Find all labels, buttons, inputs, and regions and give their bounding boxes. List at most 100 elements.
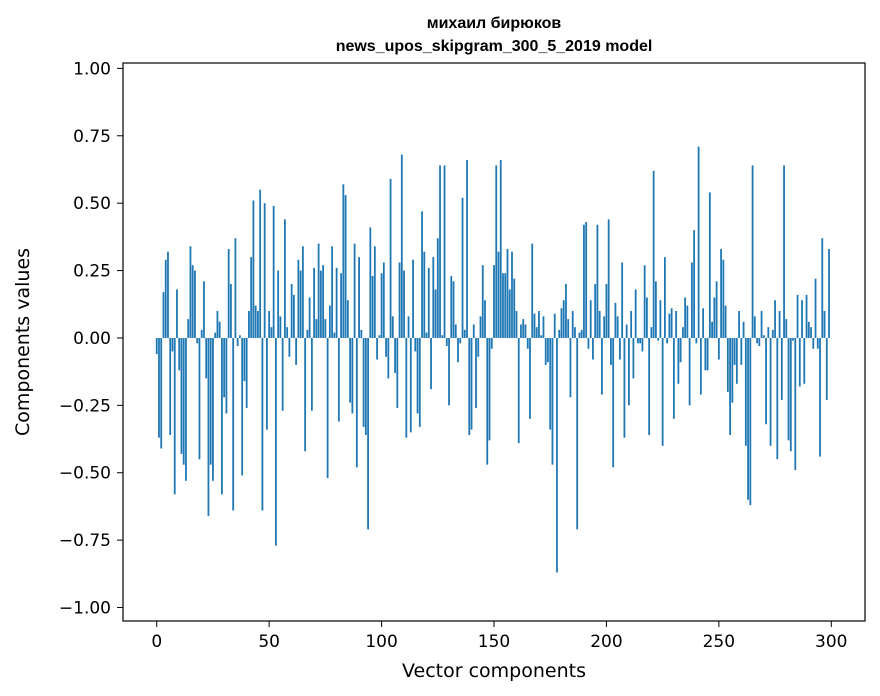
bar bbox=[742, 321, 745, 338]
bar bbox=[279, 316, 282, 338]
bar bbox=[760, 311, 763, 338]
bar bbox=[823, 311, 826, 338]
bar bbox=[176, 289, 178, 338]
bar bbox=[385, 337, 387, 357]
bar bbox=[794, 337, 797, 471]
bar bbox=[825, 337, 828, 400]
bar bbox=[801, 300, 803, 338]
bar bbox=[553, 313, 556, 338]
bar bbox=[306, 329, 309, 338]
bar bbox=[452, 281, 455, 338]
bar bbox=[167, 251, 169, 338]
x-tick-label: 100 bbox=[365, 632, 397, 652]
bar bbox=[531, 243, 534, 338]
bar bbox=[816, 337, 819, 349]
y-tick-label: −0.75 bbox=[59, 531, 111, 551]
y-tick-label: −0.25 bbox=[59, 396, 111, 416]
bar bbox=[218, 321, 221, 338]
bar bbox=[367, 337, 369, 530]
bar bbox=[371, 275, 374, 338]
bar bbox=[259, 189, 262, 338]
bar bbox=[592, 337, 594, 360]
bar bbox=[783, 165, 785, 338]
x-axis: 0 50 100 150 200 250 300 bbox=[151, 621, 847, 652]
bar bbox=[212, 337, 214, 481]
bar bbox=[180, 337, 183, 454]
bar bbox=[191, 265, 194, 338]
bar bbox=[373, 246, 376, 338]
x-tick-label: 50 bbox=[258, 632, 280, 652]
bar bbox=[322, 265, 325, 338]
bar bbox=[349, 337, 351, 403]
bar bbox=[796, 294, 799, 338]
x-tick-label: 0 bbox=[151, 632, 162, 652]
bar bbox=[344, 195, 347, 338]
chart-title-line-1: михаил бирюков bbox=[427, 15, 562, 32]
bar bbox=[468, 337, 471, 435]
bar bbox=[396, 337, 399, 409]
bar bbox=[663, 257, 666, 338]
bar bbox=[585, 222, 588, 338]
bar bbox=[729, 337, 731, 435]
bar bbox=[342, 184, 345, 338]
bar bbox=[821, 238, 824, 338]
bar bbox=[576, 337, 579, 530]
bar bbox=[828, 249, 830, 338]
bar bbox=[333, 332, 336, 338]
bar bbox=[623, 337, 626, 438]
bar bbox=[391, 316, 394, 338]
bar bbox=[769, 337, 772, 446]
bar bbox=[160, 337, 163, 449]
bar bbox=[807, 321, 810, 338]
bar bbox=[753, 316, 756, 338]
bar bbox=[567, 319, 570, 338]
bar bbox=[571, 311, 574, 338]
bar bbox=[380, 273, 383, 338]
bar bbox=[810, 327, 812, 338]
bar bbox=[744, 337, 747, 446]
bar bbox=[243, 337, 246, 382]
bar bbox=[677, 337, 680, 384]
bar bbox=[369, 227, 372, 338]
bar bbox=[621, 262, 624, 338]
bar bbox=[643, 265, 646, 338]
bar bbox=[756, 337, 758, 344]
bar bbox=[194, 270, 196, 338]
bar bbox=[353, 243, 356, 338]
bar bbox=[394, 337, 396, 373]
bar bbox=[261, 337, 264, 511]
bar bbox=[751, 165, 754, 338]
bar bbox=[283, 219, 286, 338]
bar bbox=[648, 337, 651, 435]
bar bbox=[470, 337, 473, 430]
bar bbox=[819, 337, 821, 457]
bar bbox=[360, 329, 363, 338]
bar bbox=[681, 327, 684, 338]
y-axis: 1.00 0.75 0.50 0.25 0.00 −0.25 −0.50 −0.75 −1.00 bbox=[59, 59, 123, 619]
bar bbox=[405, 337, 408, 438]
bar bbox=[409, 337, 412, 433]
bar bbox=[706, 337, 709, 371]
bar bbox=[672, 337, 675, 419]
bar bbox=[346, 300, 349, 338]
bar bbox=[659, 300, 662, 338]
bar bbox=[765, 337, 767, 425]
bar bbox=[412, 259, 414, 338]
bar bbox=[270, 327, 273, 338]
bar bbox=[605, 284, 608, 338]
bar bbox=[504, 273, 507, 338]
bar bbox=[497, 251, 500, 338]
bar bbox=[704, 337, 707, 371]
bar bbox=[340, 273, 342, 338]
bar bbox=[490, 337, 493, 349]
bar bbox=[158, 337, 160, 438]
bar bbox=[362, 337, 365, 427]
bar bbox=[639, 337, 642, 344]
bar bbox=[697, 146, 700, 338]
bar bbox=[416, 337, 419, 414]
bar bbox=[227, 249, 230, 338]
bar bbox=[695, 337, 698, 344]
bar bbox=[169, 337, 172, 435]
bar bbox=[740, 337, 743, 365]
